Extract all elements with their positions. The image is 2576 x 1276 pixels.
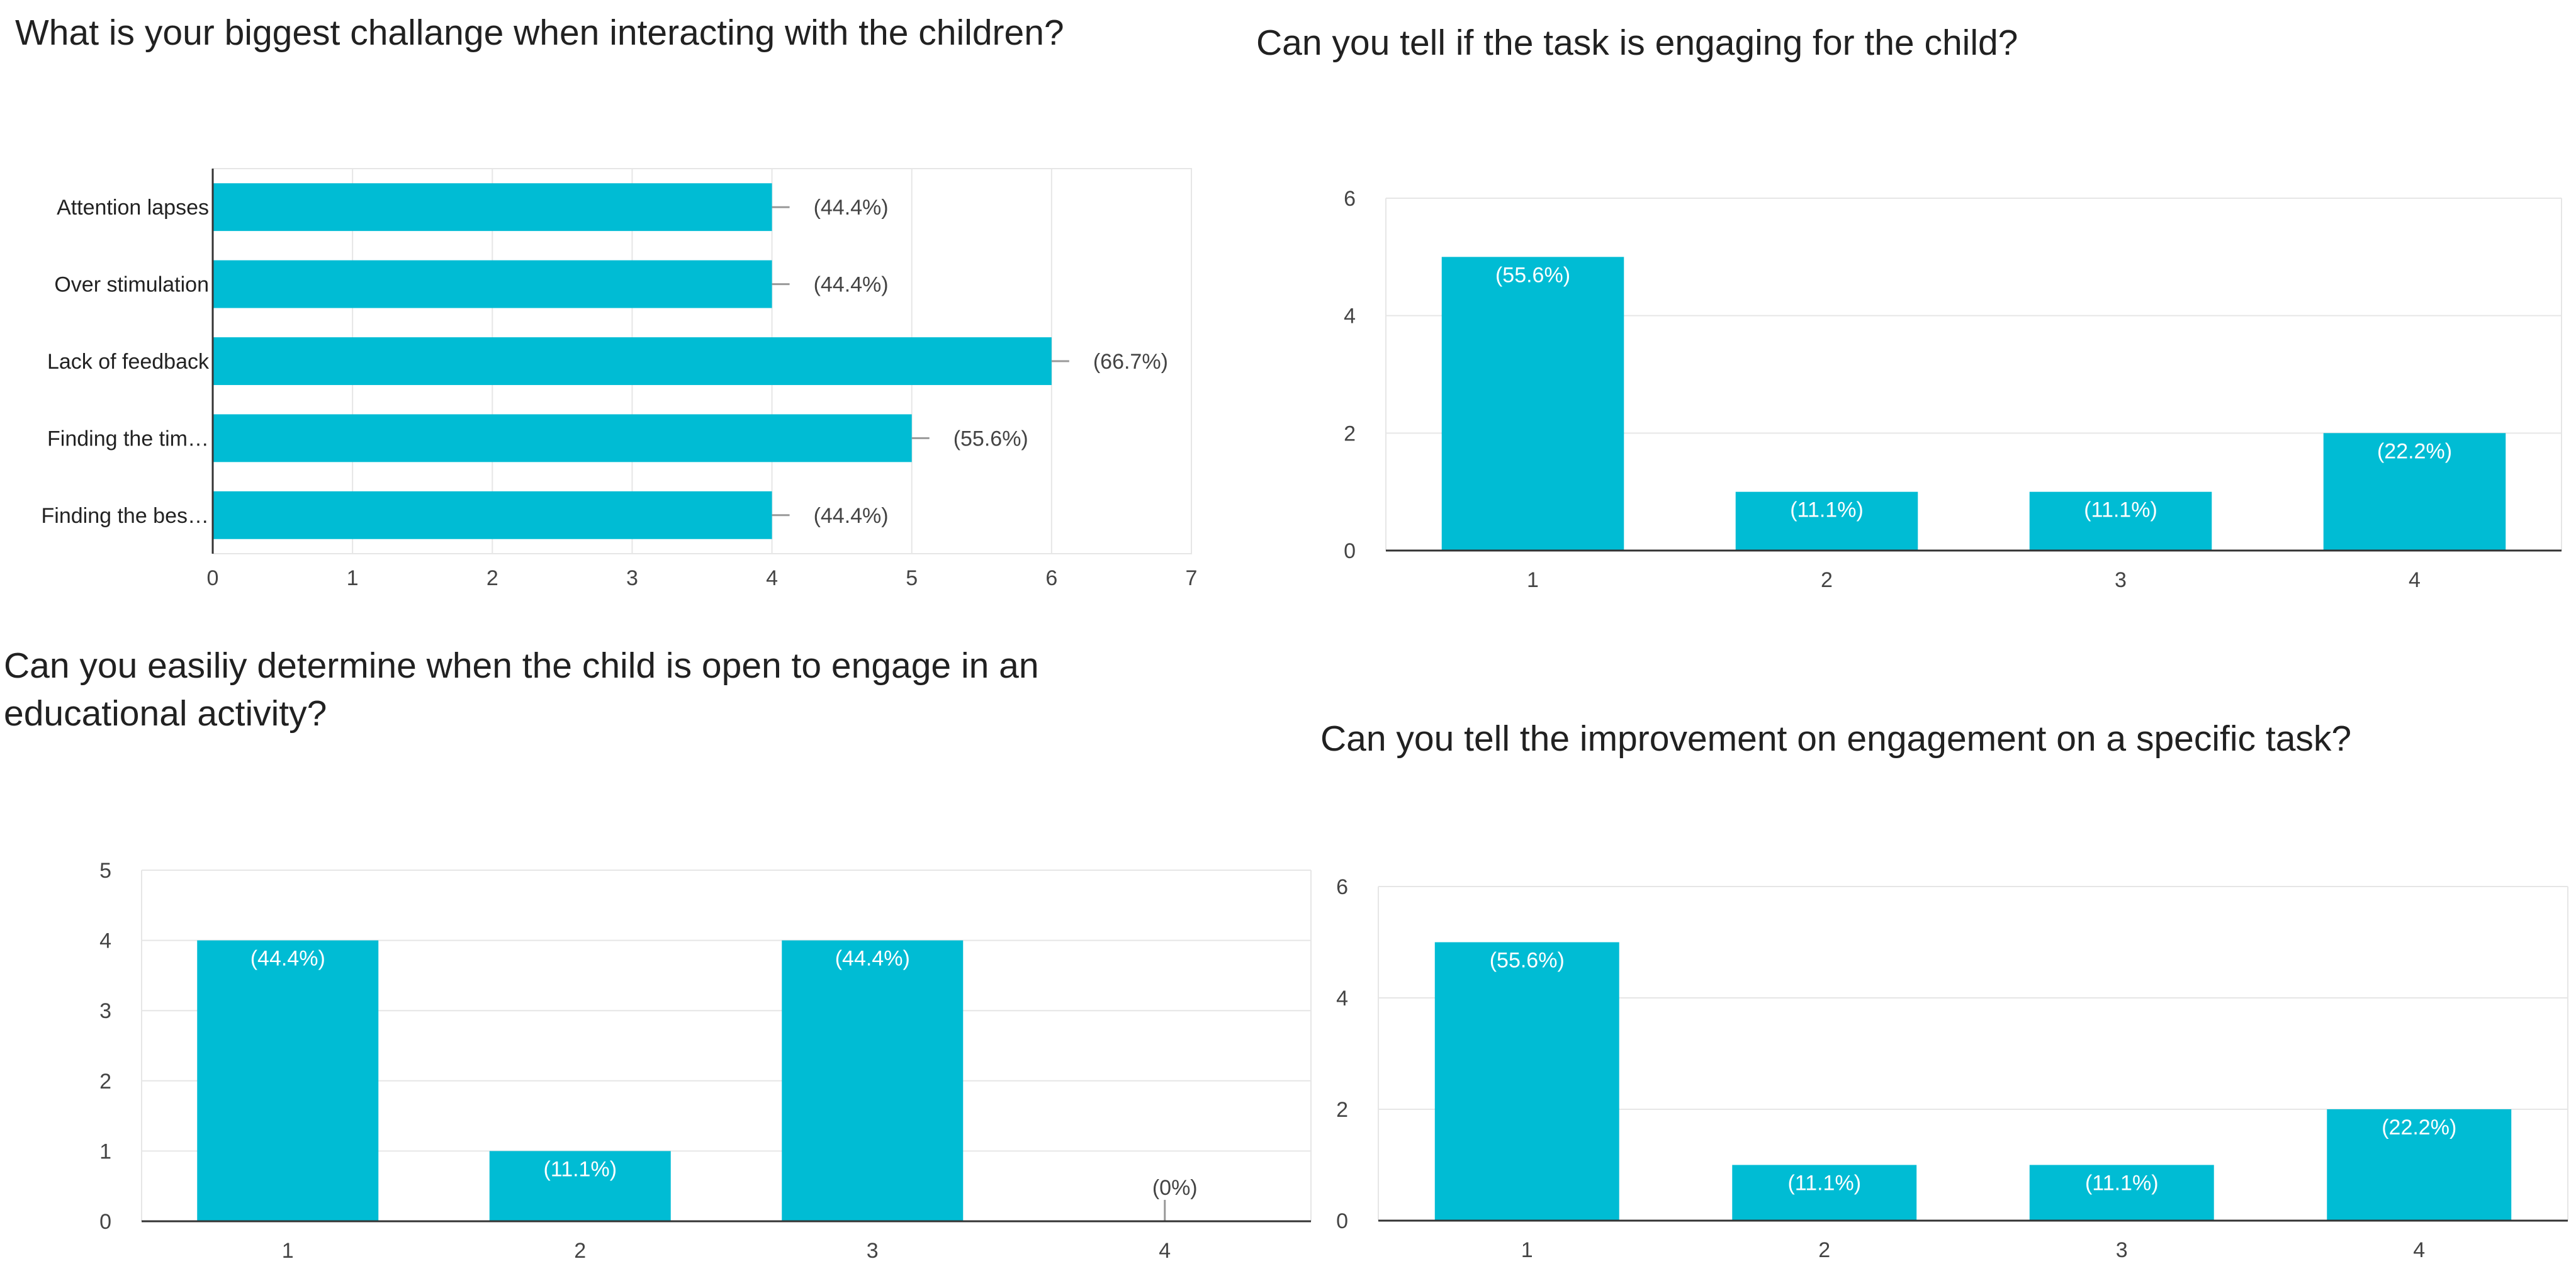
chart-3-title: Can you easiliy determine when the child… <box>4 646 1039 734</box>
data-label: (0%) <box>1152 1176 1198 1200</box>
bar <box>1441 257 1624 551</box>
data-label: (44.4%) <box>814 196 889 220</box>
chart-4-title: Can you tell the improvement on engageme… <box>1320 719 2352 759</box>
data-label: (55.6%) <box>953 427 1028 451</box>
x-tick-label: 4 <box>2409 568 2421 592</box>
x-tick-label: 2 <box>1821 568 1833 592</box>
data-label: (55.6%) <box>1495 263 1570 287</box>
y-tick-label: 0 <box>1336 1209 1348 1233</box>
bar <box>1735 491 1918 551</box>
bar <box>2327 1109 2512 1221</box>
data-label: (11.1%) <box>1790 498 1864 522</box>
data-label: (44.4%) <box>250 947 325 971</box>
y-tick-label: 6 <box>1344 187 1356 211</box>
bar <box>213 491 772 539</box>
data-label: (44.4%) <box>835 947 910 971</box>
data-label: (44.4%) <box>814 273 889 297</box>
x-tick-label: 1 <box>1521 1238 1533 1262</box>
chart-1-horizontal-bar: 0 1 2 3 4 5 6 7 Attention lapses (44.4%) Over stim… <box>42 168 1198 590</box>
y-tick-label: 4 <box>99 929 111 953</box>
data-label: (22.2%) <box>2382 1116 2456 1139</box>
data-label: (44.4%) <box>814 504 889 528</box>
x-tick-label: 6 <box>1045 566 1057 590</box>
x-tick-label: 1 <box>1527 568 1539 592</box>
data-label: (22.2%) <box>2377 439 2452 463</box>
x-tick-label: 2 <box>1818 1238 1830 1262</box>
x-tick-label: 3 <box>867 1239 879 1263</box>
data-label: (11.1%) <box>543 1157 617 1181</box>
y-tick-label: 2 <box>1344 422 1356 445</box>
category-label: Finding the bes… <box>42 504 210 528</box>
chart-2-title: Can you tell if the task is engaging for… <box>1256 23 2018 63</box>
chart-2-column: 0 2 4 6 (55.6%) 1 (11.1%) 2 (11.1%) 3 (22.2%) 4 <box>1344 187 2562 592</box>
y-tick-label: 3 <box>99 999 111 1023</box>
category-label: Attention lapses <box>57 196 209 220</box>
bar <box>197 940 379 1221</box>
x-tick-label: 2 <box>487 566 498 590</box>
data-label: (66.7%) <box>1093 350 1168 374</box>
category-label: Lack of feedback <box>47 350 210 374</box>
y-tick-label: 2 <box>1336 1098 1348 1122</box>
x-tick-label: 7 <box>1186 566 1198 590</box>
x-tick-label: 0 <box>207 566 219 590</box>
y-tick-label: 0 <box>99 1210 111 1234</box>
y-tick-label: 4 <box>1336 987 1348 1010</box>
bar <box>213 337 1052 385</box>
x-tick-label: 4 <box>2413 1238 2425 1262</box>
data-label: (11.1%) <box>2085 1172 2159 1195</box>
y-tick-label: 4 <box>1344 305 1356 328</box>
bar <box>2029 1165 2214 1221</box>
data-label: (55.6%) <box>1490 949 1565 973</box>
bar <box>213 414 912 462</box>
x-tick-label: 3 <box>2116 1238 2128 1262</box>
y-tick-label: 6 <box>1336 875 1348 899</box>
x-tick-label: 5 <box>906 566 918 590</box>
category-label: Over stimulation <box>54 273 209 297</box>
bar <box>1434 942 1619 1221</box>
x-tick-label: 4 <box>766 566 778 590</box>
y-tick-label: 2 <box>99 1070 111 1094</box>
bar <box>489 1151 671 1221</box>
x-tick-label: 1 <box>347 566 359 590</box>
bar <box>782 940 964 1221</box>
category-label: Finding the tim… <box>47 427 209 451</box>
x-tick-label: 2 <box>574 1239 586 1263</box>
bar <box>213 260 772 308</box>
y-tick-label: 0 <box>1344 539 1356 563</box>
data-label: (11.1%) <box>1787 1172 1861 1195</box>
x-tick-label: 3 <box>626 566 638 590</box>
bar <box>2323 433 2506 551</box>
x-tick-label: 1 <box>282 1239 294 1263</box>
y-tick-label: 5 <box>99 859 111 883</box>
bar <box>213 183 772 232</box>
chart-4-column: 0 2 4 6 (55.6%) 1 (11.1%) 2 (11.1%) 3 (22.2%) 4 <box>1336 875 2568 1262</box>
y-tick-label: 1 <box>99 1139 111 1163</box>
chart-3-column: 0 1 2 3 4 5 (44.4%) 1 (11.1%) 2 (44.4%) 3 (0%) 4 <box>99 859 1312 1263</box>
x-tick-label: 3 <box>2115 568 2127 592</box>
bar <box>1732 1165 1917 1221</box>
data-label: (11.1%) <box>2084 498 2157 522</box>
bar <box>2029 491 2212 551</box>
x-tick-label: 4 <box>1159 1239 1171 1263</box>
chart-1-title: What is your biggest challange when inte… <box>15 13 1064 53</box>
